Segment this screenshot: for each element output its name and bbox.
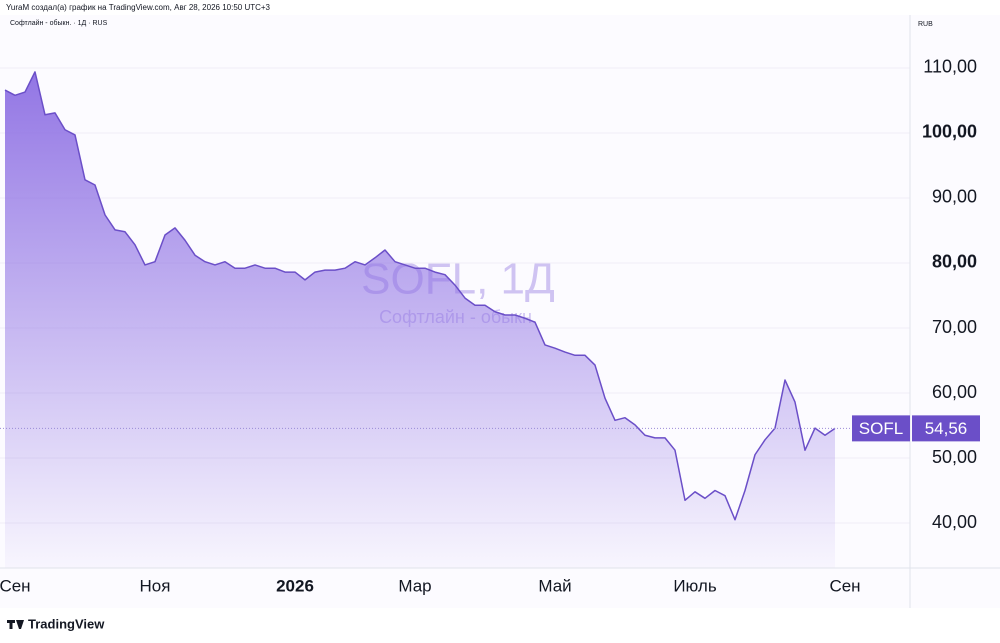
y-tick-label: 60,00 xyxy=(932,382,977,402)
x-tick-label: Май xyxy=(538,576,571,595)
x-tick-label: Июль xyxy=(673,576,717,595)
price-line xyxy=(4,71,836,521)
x-tick-label: Сен xyxy=(829,576,860,595)
last-price-box xyxy=(912,415,980,442)
x-tick-label: 2026 xyxy=(276,576,314,595)
y-tick-label: 80,00 xyxy=(932,252,977,272)
x-tick-label: Мар xyxy=(398,576,431,595)
x-tick-label: Ноя xyxy=(140,576,171,595)
author-line: YuraM создал(а) график на TradingView.co… xyxy=(6,3,271,12)
y-tick-label: 40,00 xyxy=(932,512,977,532)
y-tick-label: 50,00 xyxy=(932,447,977,467)
last-price-name-box xyxy=(852,415,910,442)
y-tick-label: 100,00 xyxy=(922,122,977,142)
symbol-line: Софтлайн - обыкн. · 1Д · RUS xyxy=(10,19,108,27)
y-tick-label: 90,00 xyxy=(932,187,977,207)
area-fill xyxy=(5,71,835,568)
y-tick-label: 70,00 xyxy=(932,317,977,337)
currency: RUB xyxy=(918,21,933,28)
brand: TradingView xyxy=(28,616,105,631)
last-price-name: SOFL xyxy=(859,419,903,438)
logo: TradingView xyxy=(7,616,105,631)
x-tick-label: Сен xyxy=(0,576,31,595)
y-tick-label: 110,00 xyxy=(923,57,977,77)
last-price-label: 54,56 xyxy=(925,419,968,438)
plot: 40,00 50,00 60,00 70,00 80,00 90,00 100,00 110,… xyxy=(0,57,977,595)
